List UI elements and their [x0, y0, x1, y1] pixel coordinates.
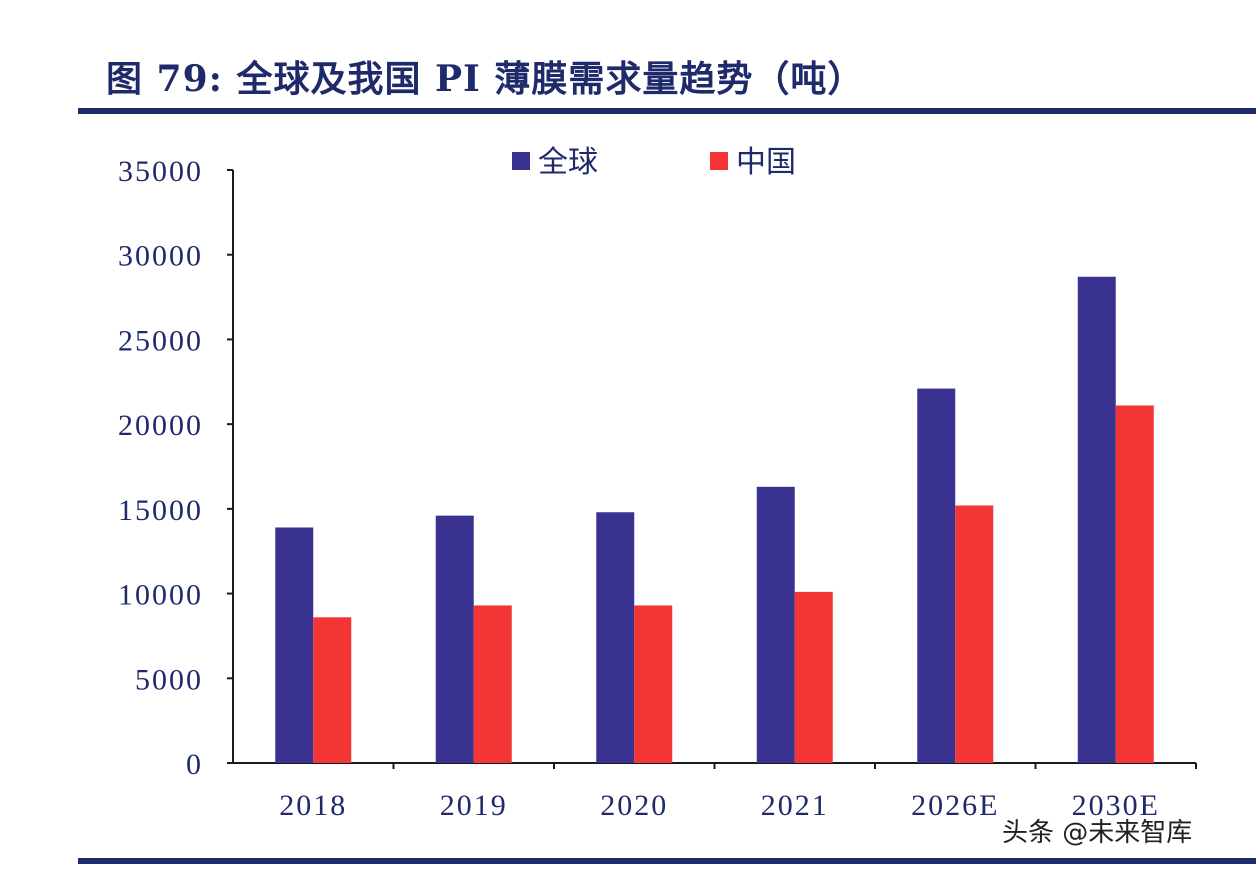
y-tick-label: 0 — [186, 748, 203, 781]
x-tick-label: 2026E — [911, 789, 999, 822]
y-tick-label: 35000 — [118, 155, 203, 188]
x-tick-label: 2021 — [761, 789, 829, 822]
watermark: 头条 @未来智库 — [1002, 818, 1193, 848]
bar-china — [794, 591, 833, 763]
title-rule — [78, 108, 1256, 114]
bar-global — [1077, 276, 1116, 763]
bar-global — [435, 515, 474, 763]
y-tick-label: 5000 — [135, 663, 203, 696]
bar-global — [596, 512, 635, 763]
bar-global — [917, 388, 956, 763]
x-tick-label: 2020 — [600, 789, 668, 822]
bar-china — [313, 617, 352, 763]
legend-swatch-china — [710, 152, 728, 170]
x-tick-label: 2018 — [279, 789, 347, 822]
y-tick-label: 30000 — [118, 240, 203, 273]
x-tick-label: 2019 — [440, 789, 508, 822]
footer-rule — [78, 858, 1256, 864]
y-tick-label: 10000 — [118, 579, 203, 612]
bar-china — [634, 605, 673, 763]
bar-china — [955, 505, 994, 763]
bar-global — [275, 527, 314, 763]
bar-china — [1115, 405, 1154, 763]
legend-label-china: 中国 — [736, 145, 796, 180]
figure-title: 图 79: 全球及我国 PI 薄膜需求量趋势（吨） — [106, 58, 865, 100]
bar-china — [473, 605, 512, 763]
x-tick-label: 2030E — [1072, 789, 1160, 822]
legend-label-global: 全球 — [538, 145, 598, 180]
y-tick-label: 15000 — [118, 494, 203, 527]
legend-swatch-global — [512, 152, 530, 170]
bar-global — [756, 486, 795, 763]
y-tick-label: 25000 — [118, 324, 203, 357]
y-tick-label: 20000 — [118, 409, 203, 442]
